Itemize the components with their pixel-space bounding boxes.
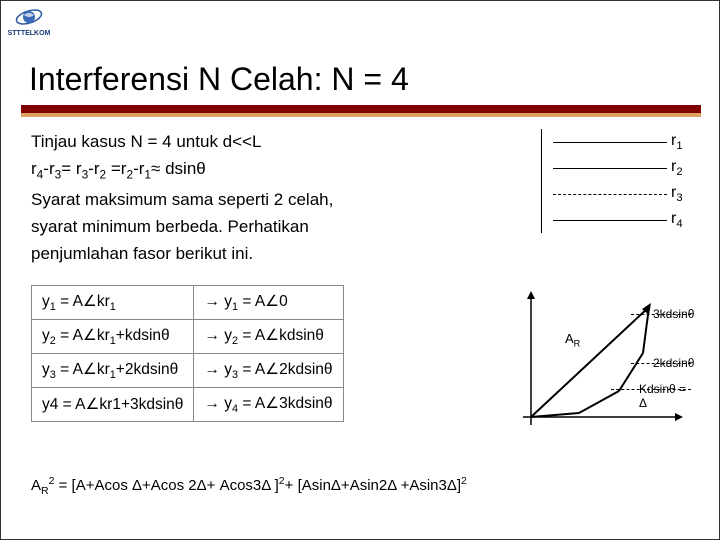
r-row: r4: [541, 207, 691, 233]
table-row: y4 = A∠kr1+3kdsinθ→ y4 = A∠3kdsinθ: [32, 388, 344, 422]
line-5: penjumlahan fasor berikut ini.: [31, 243, 691, 264]
eq-left: y2 = A∠kr1+kdsinθ: [32, 320, 194, 354]
graph-label-3: Kdsinθ = Δ: [639, 382, 691, 410]
eq-right: → y4 = A∠3kdsinθ: [194, 388, 343, 422]
page-title: Interferensi N Celah: N = 4: [29, 61, 409, 98]
r-path-diagram: r1r2r3r4: [541, 129, 691, 233]
eq-right: → y1 = A∠0: [194, 286, 343, 320]
table-row: y3 = A∠kr1+2kdsinθ→ y3 = A∠2kdsinθ: [32, 354, 344, 388]
final-equation: AR2 = [A+Acos Δ+Acos 2Δ+ Acos3Δ ]2+ [Asi…: [31, 475, 467, 497]
equation-table: y1 = A∠kr1→ y1 = A∠0y2 = A∠kr1+kdsinθ→ y…: [31, 285, 344, 422]
ar-label: AR: [565, 331, 580, 349]
table-row: y1 = A∠kr1→ y1 = A∠0: [32, 286, 344, 320]
eq-left: y3 = A∠kr1+2kdsinθ: [32, 354, 194, 388]
r-row: r1: [541, 129, 691, 155]
r-row: r3: [541, 181, 691, 207]
logo-text: STTTELKOM: [8, 30, 51, 37]
r-row: r2: [541, 155, 691, 181]
eq-right: → y2 = A∠kdsinθ: [194, 320, 343, 354]
graph-label-1: 3kdsinθ: [653, 307, 694, 321]
logo: STTTELKOM: [5, 5, 53, 37]
eq-left: y4 = A∠kr1+3kdsinθ: [32, 388, 194, 422]
divider-light: [21, 113, 701, 117]
graph-label-2: 2kdsinθ: [653, 356, 694, 370]
divider-dark: [21, 105, 701, 113]
phasor-graph: AR 3kdsinθ 2kdsinθ Kdsinθ = Δ: [511, 285, 691, 445]
eq-right: → y3 = A∠2kdsinθ: [194, 354, 343, 388]
eq-left: y1 = A∠kr1: [32, 286, 194, 320]
table-row: y2 = A∠kr1+kdsinθ→ y2 = A∠kdsinθ: [32, 320, 344, 354]
